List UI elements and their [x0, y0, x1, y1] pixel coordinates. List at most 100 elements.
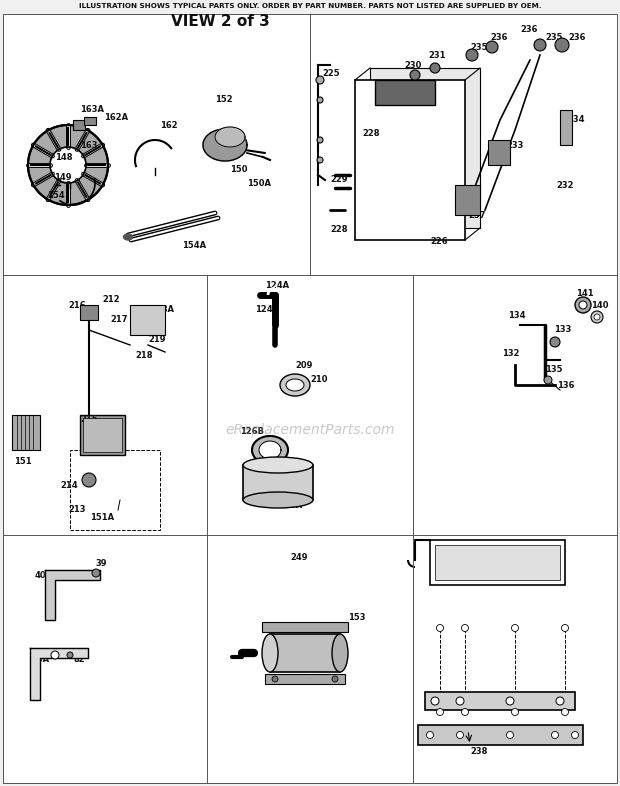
Polygon shape: [259, 441, 281, 459]
Circle shape: [461, 708, 469, 715]
Text: 235: 235: [470, 42, 487, 52]
Ellipse shape: [262, 634, 278, 672]
Text: 124: 124: [255, 306, 273, 314]
Circle shape: [317, 157, 323, 163]
Text: 217: 217: [110, 315, 128, 325]
Text: 132: 132: [502, 348, 520, 358]
Text: 134: 134: [508, 310, 526, 319]
Bar: [418, 725, 583, 745]
Circle shape: [436, 625, 443, 631]
Bar: [70, 450, 160, 530]
Bar: [80, 415, 125, 455]
Polygon shape: [45, 570, 100, 620]
Circle shape: [552, 732, 559, 739]
Circle shape: [556, 697, 564, 705]
Bar: [84, 117, 96, 125]
Circle shape: [317, 97, 323, 103]
Circle shape: [456, 697, 464, 705]
Circle shape: [512, 625, 518, 631]
Bar: [375, 80, 435, 105]
Circle shape: [507, 732, 513, 739]
Text: 215: 215: [80, 416, 97, 424]
Text: 230: 230: [404, 61, 422, 69]
Text: 209: 209: [295, 361, 312, 369]
Text: ILLUSTRATION SHOWS TYPICAL PARTS ONLY. ORDER BY PART NUMBER. PARTS NOT LISTED AR: ILLUSTRATION SHOWS TYPICAL PARTS ONLY. O…: [79, 3, 541, 9]
Circle shape: [466, 49, 478, 61]
Bar: [207, 535, 413, 783]
Text: 151: 151: [14, 457, 32, 467]
Circle shape: [594, 314, 600, 320]
Circle shape: [579, 301, 587, 309]
Circle shape: [575, 297, 591, 313]
Text: 150: 150: [230, 166, 247, 174]
Text: 210: 210: [310, 376, 327, 384]
Text: eReplacementParts.com: eReplacementParts.com: [225, 423, 395, 437]
Circle shape: [316, 76, 324, 84]
Bar: [12, 415, 40, 450]
Bar: [270, 634, 340, 672]
Bar: [80, 305, 98, 320]
Circle shape: [332, 676, 338, 682]
Text: 152: 152: [215, 96, 232, 105]
Text: 213: 213: [68, 505, 86, 515]
Text: 228: 228: [362, 130, 379, 138]
Text: 163: 163: [80, 141, 97, 149]
Circle shape: [562, 625, 569, 631]
Bar: [310, 14, 617, 275]
Text: 226: 226: [430, 237, 448, 247]
Text: 124A: 124A: [265, 281, 289, 289]
Circle shape: [272, 676, 278, 682]
Text: 153: 153: [348, 614, 366, 623]
Text: 126A: 126A: [278, 501, 302, 509]
Text: 214: 214: [60, 480, 78, 490]
Bar: [355, 80, 465, 240]
Text: 154: 154: [47, 190, 65, 200]
Circle shape: [562, 708, 569, 715]
Circle shape: [506, 697, 514, 705]
Text: 162: 162: [160, 120, 177, 130]
Circle shape: [51, 651, 59, 659]
Bar: [425, 692, 575, 710]
Text: 236: 236: [568, 32, 585, 42]
Bar: [3, 14, 310, 275]
Text: 140: 140: [591, 300, 608, 310]
Circle shape: [456, 732, 464, 739]
Polygon shape: [252, 436, 288, 464]
Text: 136: 136: [557, 380, 575, 390]
Bar: [413, 275, 617, 535]
Text: 154A: 154A: [182, 241, 206, 249]
Text: 39: 39: [95, 559, 107, 567]
Polygon shape: [50, 147, 86, 183]
Text: 218: 218: [135, 351, 153, 359]
Text: 231: 231: [428, 50, 446, 60]
Text: 162A: 162A: [104, 113, 128, 123]
Text: 236: 236: [490, 32, 508, 42]
Text: 216: 216: [68, 300, 86, 310]
Ellipse shape: [280, 374, 310, 396]
Text: 237: 237: [468, 211, 485, 219]
Circle shape: [410, 70, 420, 80]
Circle shape: [550, 337, 560, 347]
Text: 151A: 151A: [90, 513, 114, 523]
Bar: [83, 418, 122, 452]
Ellipse shape: [286, 379, 304, 391]
Bar: [413, 535, 617, 783]
Text: 234: 234: [567, 116, 585, 124]
Text: 133: 133: [554, 325, 572, 335]
Circle shape: [534, 39, 546, 51]
Bar: [435, 545, 560, 580]
Text: VIEW 2 of 3: VIEW 2 of 3: [170, 14, 269, 29]
Text: 149: 149: [55, 174, 72, 182]
Circle shape: [67, 652, 73, 658]
Bar: [430, 540, 565, 585]
Text: 235: 235: [545, 32, 562, 42]
Text: 232: 232: [556, 181, 574, 189]
Circle shape: [461, 625, 469, 631]
Text: 233: 233: [506, 141, 523, 149]
Text: 82: 82: [73, 656, 84, 664]
Ellipse shape: [123, 234, 133, 240]
Text: 135: 135: [545, 365, 562, 374]
Bar: [262, 622, 348, 632]
Text: 40B: 40B: [35, 571, 53, 579]
Bar: [370, 68, 480, 228]
